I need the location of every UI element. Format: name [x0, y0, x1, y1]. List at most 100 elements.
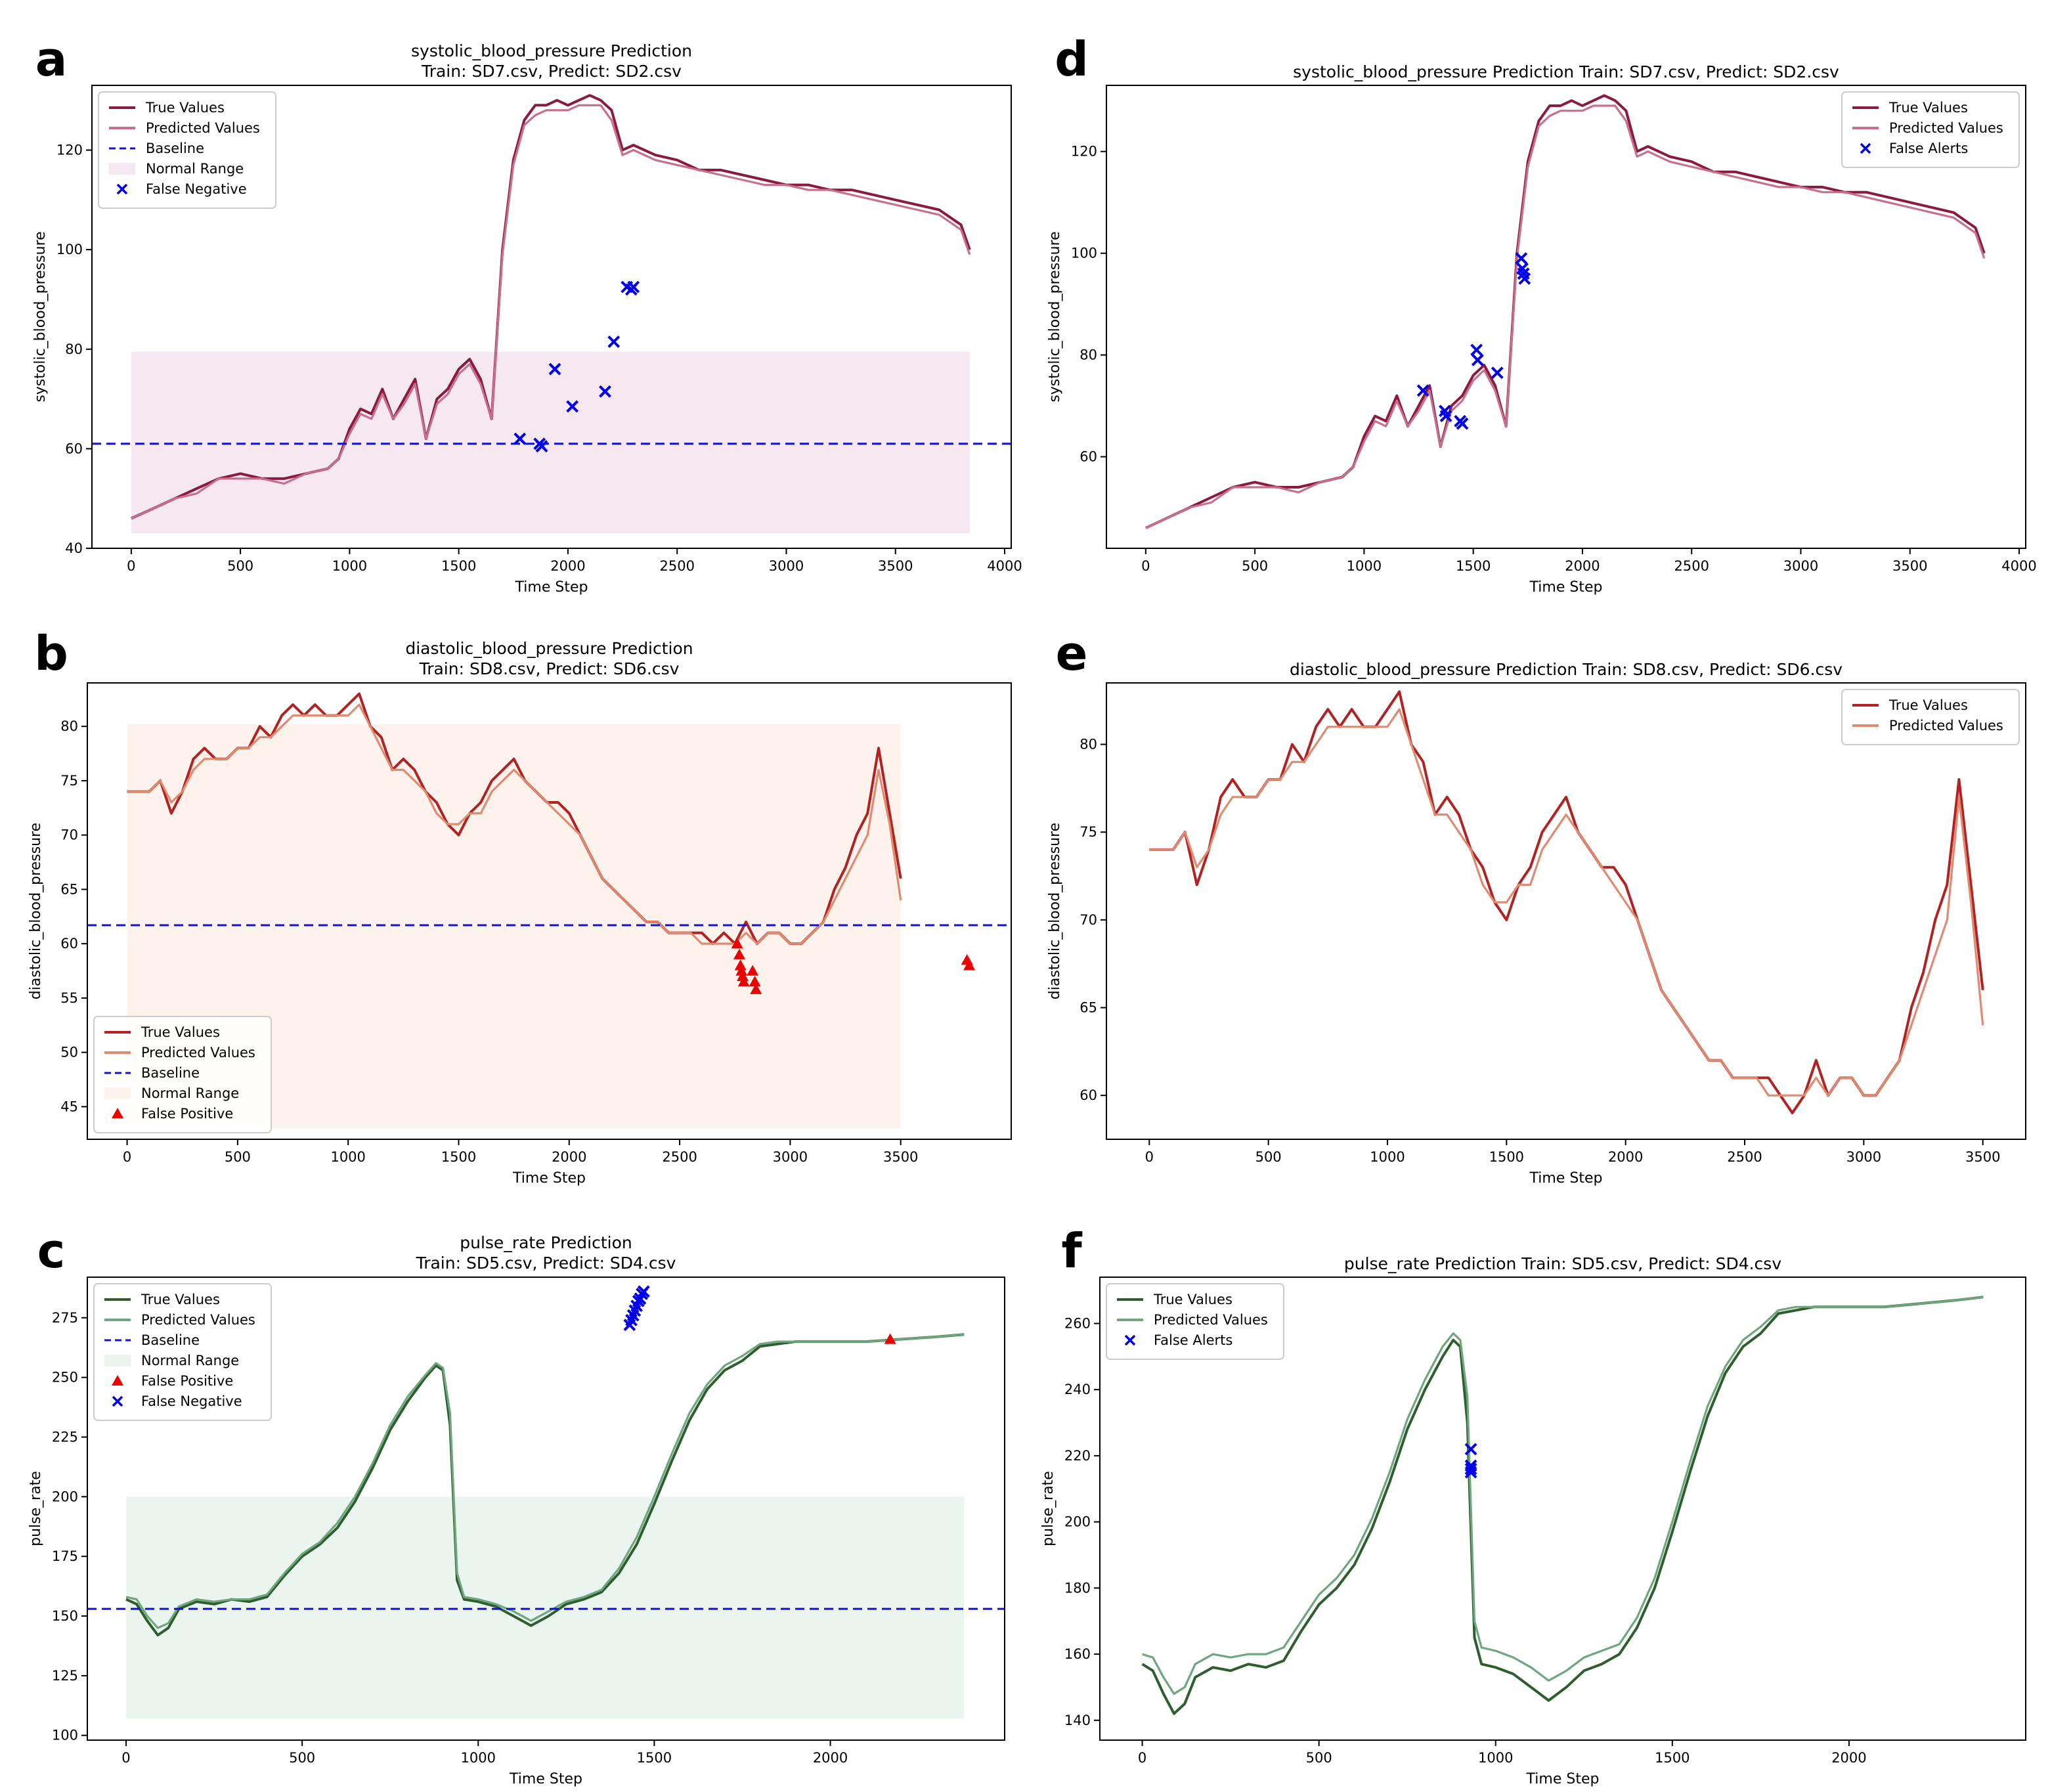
- plot-frame: [1106, 682, 2026, 1140]
- x-tick-label: 1500: [1655, 1750, 1690, 1766]
- y-tick-label: 50: [60, 1045, 78, 1060]
- legend-box: [1841, 91, 2020, 168]
- y-tick-label: 260: [1064, 1316, 1091, 1332]
- chart-panel-a: a 0 500 1000 1500 2000 2500 3000 3500 4000 40 60 80 1…: [32, 32, 1022, 596]
- y-tick-label: 80: [65, 341, 83, 357]
- x-axis-label: Time Step: [509, 1771, 582, 1787]
- legend-label: Predicted Values: [1889, 718, 2003, 733]
- x-axis-label: Time Step: [1526, 1771, 1600, 1787]
- false-negative-marker: [513, 432, 527, 445]
- false-alert-marker: [1456, 417, 1469, 430]
- y-tick-label: 225: [52, 1429, 78, 1445]
- legend: True Values Predicted Values: [1841, 689, 2020, 745]
- plot-frame: [87, 682, 1012, 1140]
- x-tick-label: 1500: [441, 1149, 476, 1165]
- false-positive-marker: [734, 959, 747, 971]
- false-positive-marker: [735, 965, 748, 976]
- legend-box: [1106, 1283, 1284, 1360]
- false-alert-marker: [1518, 272, 1531, 285]
- x-tick-label: 500: [227, 558, 253, 574]
- chart-title: diastolic_blood_pressure Prediction Trai…: [1290, 660, 1843, 679]
- legend-band-swatch: [104, 1087, 131, 1099]
- x-tick-label: 3000: [773, 1149, 808, 1165]
- false-alert-marker: [1464, 1466, 1477, 1479]
- x-tick-label: 2000: [552, 1149, 586, 1165]
- series-true-values-line: [1149, 690, 1984, 1114]
- y-tick-label: 55: [60, 990, 78, 1006]
- legend: True Values Predicted Values False Alerts: [1841, 91, 2020, 168]
- y-tick-label: 65: [60, 881, 78, 897]
- legend: True Values Predicted Values False Alerts: [1106, 1283, 1284, 1360]
- plot-frame: [1099, 1277, 2026, 1741]
- y-axis-label: systolic_blood_pressure: [32, 231, 49, 402]
- x-tick-label: 2000: [1565, 558, 1600, 574]
- x-tick-label: 2500: [662, 1149, 697, 1165]
- y-axis-label: diastolic_blood_pressure: [1047, 823, 1063, 999]
- y-tick-label: 65: [1080, 1000, 1097, 1016]
- x-tick-label: 2500: [1674, 558, 1709, 574]
- y-tick-label: 75: [60, 773, 78, 789]
- legend-box: [1841, 689, 2020, 745]
- x-tick-label: 1000: [1478, 1750, 1513, 1766]
- legend-label: Normal Range: [146, 161, 244, 177]
- plot-frame: [1106, 85, 2026, 549]
- x-tick-label: 4000: [2001, 558, 2036, 574]
- chart-title-line: diastolic_blood_pressure Prediction: [405, 639, 693, 658]
- false-positive-marker: [737, 970, 749, 981]
- chart-panel-e: e 0 500 1000 1500 2000 2500 3000 3500 60 65 70 75 80 T…: [1047, 626, 2026, 1187]
- y-tick-label: 250: [52, 1370, 78, 1386]
- false-negative-marker: [627, 280, 640, 294]
- legend-label: False Negative: [146, 181, 247, 197]
- legend-label: True Values: [141, 1024, 220, 1040]
- legend-cross-swatch: [116, 183, 128, 195]
- legend-cross-swatch: [1860, 142, 1871, 154]
- legend-box: [93, 1016, 272, 1133]
- x-tick-label: 500: [289, 1750, 315, 1766]
- legend-label: Normal Range: [141, 1085, 239, 1101]
- x-tick-label: 1500: [1456, 558, 1491, 574]
- chart-title-line: pulse_rate Prediction Train: SD5.csv, Pr…: [1344, 1254, 1781, 1273]
- x-tick-label: 3000: [769, 558, 804, 574]
- legend-band-swatch: [109, 163, 135, 175]
- x-tick-label: 2000: [1831, 1750, 1866, 1766]
- y-tick-label: 180: [1064, 1580, 1091, 1596]
- x-tick-label: 3000: [1846, 1149, 1881, 1165]
- legend-label: Normal Range: [141, 1353, 239, 1368]
- false-negative-marker: [607, 335, 621, 348]
- chart-title-line: systolic_blood_pressure Prediction Train…: [1293, 62, 1839, 81]
- false-alert-marker: [1515, 251, 1528, 265]
- false-positive-marker: [737, 976, 750, 987]
- plot-frame: [91, 85, 1012, 549]
- panel-letter-d: d: [1055, 32, 1089, 87]
- legend: True Values Predicted Values Baseline Norma…: [98, 91, 276, 209]
- y-tick-label: 150: [52, 1608, 78, 1624]
- y-tick-label: 70: [1080, 912, 1097, 928]
- x-tick-label: 500: [1306, 1750, 1332, 1766]
- plot-frame: [87, 1277, 1005, 1741]
- false-negative-marker: [566, 400, 579, 413]
- x-tick-label: 3500: [883, 1149, 918, 1165]
- false-positive-marker: [750, 983, 762, 994]
- y-tick-label: 275: [52, 1310, 78, 1326]
- false-positive-marker: [749, 976, 761, 987]
- series-predicted-values-line: [127, 703, 902, 945]
- legend-label: False Positive: [141, 1106, 233, 1122]
- y-tick-label: 100: [52, 1728, 78, 1743]
- x-axis-label: Time Step: [1529, 1170, 1603, 1187]
- x-tick-label: 2500: [1727, 1149, 1762, 1165]
- legend-label: False Positive: [141, 1373, 233, 1389]
- x-axis-label: Time Step: [1529, 579, 1603, 596]
- legend-label: Predicted Values: [141, 1312, 255, 1328]
- legend-label: Predicted Values: [1889, 120, 2003, 136]
- legend-label: False Alerts: [1154, 1332, 1232, 1348]
- y-axis-label: pulse_rate: [28, 1471, 44, 1546]
- chart-panel-f: f 0 500 1000 1500 2000 140 160 180 200 220 240 260 Ti…: [1040, 1223, 2026, 1787]
- x-tick-label: 3500: [878, 558, 913, 574]
- x-tick-label: 500: [225, 1149, 251, 1165]
- y-tick-label: 60: [65, 441, 83, 456]
- x-tick-label: 1000: [1370, 1149, 1405, 1165]
- chart-title: diastolic_blood_pressure Prediction Train…: [405, 639, 693, 678]
- series-predicted-values-line: [1142, 1296, 1984, 1695]
- x-tick-label: 1500: [441, 558, 476, 574]
